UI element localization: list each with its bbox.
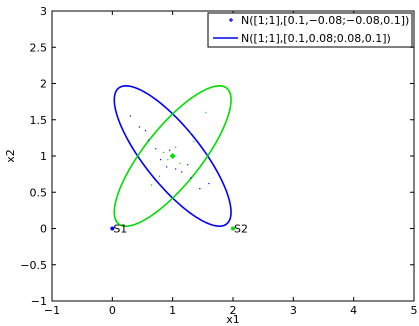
sample-point-1 [147, 139, 150, 141]
y-axis-ticks: −1 −0.5 0 0.5 1 1.5 2 2.5 3 [20, 5, 414, 308]
legend-label-1: N([1;1],[0.1,−0.08;−0.08,0.1]) [241, 14, 409, 27]
covariance-ellipse-2 [113, 85, 232, 227]
legend-marker-plus [229, 18, 233, 22]
sample-point-1 [181, 171, 183, 173]
y-tick-label: 0 [40, 223, 47, 236]
sample-point-2 [205, 111, 207, 114]
x-tick-label: 1 [169, 304, 176, 317]
sample-point-1 [190, 177, 192, 179]
x-tick-label: 2 [230, 304, 237, 317]
sample-point-1 [208, 182, 210, 185]
sample-point-2 [167, 159, 169, 161]
source-label-s1: S1 [113, 223, 127, 236]
plot-area [51, 10, 415, 302]
y-tick-label: 1.5 [30, 114, 48, 127]
legend-label-2: N([1;1],[0.1,0.08;0.08,0.1]) [241, 32, 391, 45]
sample-point-1 [138, 126, 141, 128]
sample-point-1 [175, 168, 177, 170]
y-tick-label: 0.5 [30, 186, 48, 199]
sample-point-2 [175, 146, 177, 148]
sample-point-1 [187, 164, 189, 166]
x-tick-label: 3 [290, 304, 297, 317]
sample-point-1 [144, 130, 147, 132]
y-tick-label: 3 [40, 5, 47, 18]
x-axis-ticks: −1 0 1 2 3 4 5 [44, 11, 418, 317]
sample-point-1 [199, 188, 201, 190]
x-tick-label: 4 [350, 304, 357, 317]
sample-point-2 [179, 162, 181, 164]
sample-point-2 [190, 132, 192, 134]
y-tick-label: −0.5 [20, 259, 47, 272]
points-layer: S1 S2 [110, 111, 248, 236]
sample-point-1 [169, 149, 171, 151]
x-tick-label: 5 [411, 304, 418, 317]
ellipses-layer [113, 85, 232, 227]
source-point-s1 [110, 226, 115, 231]
sample-point-2 [193, 140, 195, 143]
sample-point-2 [158, 175, 160, 177]
center-marker [169, 153, 176, 159]
x-tick-label: 0 [109, 304, 116, 317]
legend-box [207, 12, 413, 48]
sample-point-1 [155, 148, 157, 150]
y-axis-label: x2 [4, 149, 17, 163]
source-label-s2: S2 [234, 223, 248, 236]
y-tick-label: −1 [31, 295, 47, 308]
x-axis-label: x1 [226, 313, 240, 326]
sample-point-2 [163, 151, 165, 153]
legend: N([1;1],[0.1,−0.08;−0.08,0.1]) N([1;1],[… [207, 12, 413, 48]
y-tick-label: 2.5 [30, 41, 48, 54]
y-tick-label: 2 [40, 78, 47, 91]
sample-point-1 [129, 115, 132, 117]
sample-point-2 [150, 184, 153, 186]
sample-point-1 [166, 166, 168, 168]
source-point-s2 [231, 226, 235, 231]
covariance-ellipse-1 [113, 85, 232, 227]
sample-point-1 [160, 159, 162, 161]
y-tick-label: 1 [40, 150, 47, 163]
x-tick-label: −1 [44, 304, 60, 317]
